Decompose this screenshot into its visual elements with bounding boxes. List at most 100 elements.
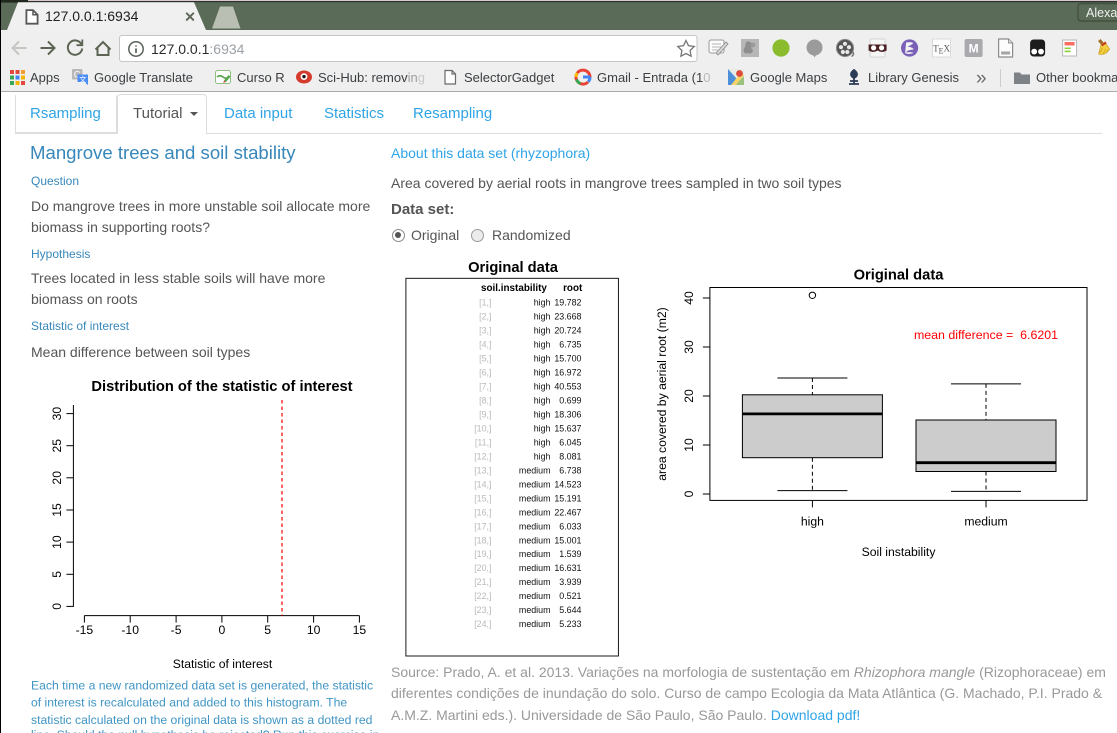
svg-text:[1,]: [1,] xyxy=(479,298,491,308)
svg-text:medium: medium xyxy=(519,591,551,601)
svg-text:16.972: 16.972 xyxy=(554,368,581,378)
svg-text:40: 40 xyxy=(682,291,696,305)
svg-text:5.644: 5.644 xyxy=(559,605,581,615)
svg-text:40.553: 40.553 xyxy=(554,382,581,392)
svg-text:Alexa: Alexa xyxy=(1086,6,1117,20)
svg-text:[21,]: [21,] xyxy=(474,577,491,587)
svg-text:30: 30 xyxy=(50,407,64,421)
svg-text:high: high xyxy=(801,515,824,529)
svg-text:high: high xyxy=(534,382,551,392)
svg-text:15.700: 15.700 xyxy=(554,354,581,364)
svg-text:medium: medium xyxy=(964,515,1007,529)
svg-text:0: 0 xyxy=(682,490,696,497)
svg-text:16.631: 16.631 xyxy=(554,563,581,573)
svg-text:statistic calculated on the or: statistic calculated on the original dat… xyxy=(31,713,372,727)
svg-text:5: 5 xyxy=(50,571,64,578)
svg-text:TEX: TEX xyxy=(933,44,950,56)
svg-text:high: high xyxy=(534,423,551,433)
svg-text:文: 文 xyxy=(79,74,87,84)
svg-text:medium: medium xyxy=(519,521,551,531)
svg-text:Original data: Original data xyxy=(468,260,559,276)
svg-text:medium: medium xyxy=(519,493,551,503)
svg-text:-15: -15 xyxy=(76,623,94,637)
svg-text:Sci-Hub: removing: Sci-Hub: removing xyxy=(318,70,425,85)
svg-text:area covered by aerial root (m: area covered by aerial root (m2) xyxy=(655,307,669,480)
svg-text:[4,]: [4,] xyxy=(479,340,491,350)
svg-text:-5: -5 xyxy=(171,623,182,637)
svg-text:»: » xyxy=(976,68,987,89)
svg-text:high: high xyxy=(534,312,551,322)
svg-text:0: 0 xyxy=(219,623,226,637)
svg-text:25: 25 xyxy=(50,439,64,453)
svg-text:Soil instability: Soil instability xyxy=(862,545,937,559)
svg-text:medium: medium xyxy=(519,465,551,475)
svg-text:15: 15 xyxy=(50,503,64,517)
svg-text:0.699: 0.699 xyxy=(559,396,581,406)
svg-text:[7,]: [7,] xyxy=(479,382,491,392)
svg-text:8.081: 8.081 xyxy=(559,451,581,461)
svg-text:[11,]: [11,] xyxy=(475,437,492,447)
svg-text:[5,]: [5,] xyxy=(479,354,491,364)
svg-text:medium: medium xyxy=(519,619,551,629)
svg-text:[16,]: [16,] xyxy=(474,507,491,517)
svg-text:[13,]: [13,] xyxy=(474,465,491,475)
svg-text:0: 0 xyxy=(50,603,64,610)
svg-text:SelectorGadget: SelectorGadget xyxy=(464,70,555,85)
svg-text:[23,]: [23,] xyxy=(474,605,491,615)
svg-text:5: 5 xyxy=(264,623,271,637)
svg-text:[24,]: [24,] xyxy=(474,619,491,629)
svg-text:high: high xyxy=(534,409,551,419)
svg-text:high: high xyxy=(534,368,551,378)
svg-text:18.306: 18.306 xyxy=(554,409,581,419)
svg-text:[10,]: [10,] xyxy=(474,423,491,433)
svg-text:127.0.0.1:6934: 127.0.0.1:6934 xyxy=(151,41,245,57)
svg-text:22.467: 22.467 xyxy=(554,507,581,517)
svg-text:[3,]: [3,] xyxy=(479,326,491,336)
svg-text:medium: medium xyxy=(519,605,551,615)
svg-text:medium: medium xyxy=(519,535,551,545)
svg-text:6.045: 6.045 xyxy=(559,437,581,447)
svg-text:Gmail - Entrada (10: Gmail - Entrada (10 xyxy=(597,70,710,85)
svg-text:19.782: 19.782 xyxy=(554,298,581,308)
svg-text:0.521: 0.521 xyxy=(559,591,581,601)
svg-text:15: 15 xyxy=(353,623,367,637)
svg-text:6.738: 6.738 xyxy=(559,465,581,475)
svg-text:G: G xyxy=(74,70,81,80)
svg-text:medium: medium xyxy=(519,479,551,489)
svg-text:10: 10 xyxy=(50,535,64,549)
svg-text:Google Maps: Google Maps xyxy=(750,70,828,85)
svg-text:1.539: 1.539 xyxy=(559,549,581,559)
svg-text:-10: -10 xyxy=(121,623,139,637)
svg-text:10: 10 xyxy=(307,623,321,637)
svg-text:[14,]: [14,] xyxy=(474,479,491,489)
svg-text:M: M xyxy=(969,42,979,56)
svg-text:line. Should the null hypothes: line. Should the null hypothesis be reje… xyxy=(31,728,379,733)
svg-text:23.668: 23.668 xyxy=(554,312,581,322)
svg-text:medium: medium xyxy=(519,563,551,573)
svg-text:mean difference = 6.6201: mean difference = 6.6201 xyxy=(914,328,1058,342)
svg-text:high: high xyxy=(534,437,551,447)
svg-text:15.191: 15.191 xyxy=(554,493,581,503)
svg-text:[6,]: [6,] xyxy=(479,368,491,378)
svg-text:20.724: 20.724 xyxy=(554,326,581,336)
svg-text:[18,]: [18,] xyxy=(474,535,491,545)
svg-text:Statistic of interest: Statistic of interest xyxy=(173,657,273,671)
svg-text:15.637: 15.637 xyxy=(554,423,581,433)
svg-text:high: high xyxy=(534,451,551,461)
svg-text:root: root xyxy=(563,283,583,294)
svg-text:20: 20 xyxy=(50,471,64,485)
svg-text:Other bookmar: Other bookmar xyxy=(1036,70,1117,85)
svg-text:high: high xyxy=(534,354,551,364)
svg-text:high: high xyxy=(534,298,551,308)
svg-text:medium: medium xyxy=(519,549,551,559)
svg-text:Distribution of the statistic: Distribution of the statistic of interes… xyxy=(91,379,352,395)
svg-text:Library Genesis: Library Genesis xyxy=(868,70,960,85)
svg-text:15.001: 15.001 xyxy=(554,535,581,545)
svg-text:Apps: Apps xyxy=(30,70,60,85)
svg-text:5.233: 5.233 xyxy=(559,619,581,629)
svg-text:high: high xyxy=(534,340,551,350)
svg-text:soil.instability: soil.instability xyxy=(481,283,547,294)
svg-text:Google Translate: Google Translate xyxy=(94,70,193,85)
svg-text:14.523: 14.523 xyxy=(554,479,581,489)
svg-text:Original data: Original data xyxy=(854,268,945,284)
